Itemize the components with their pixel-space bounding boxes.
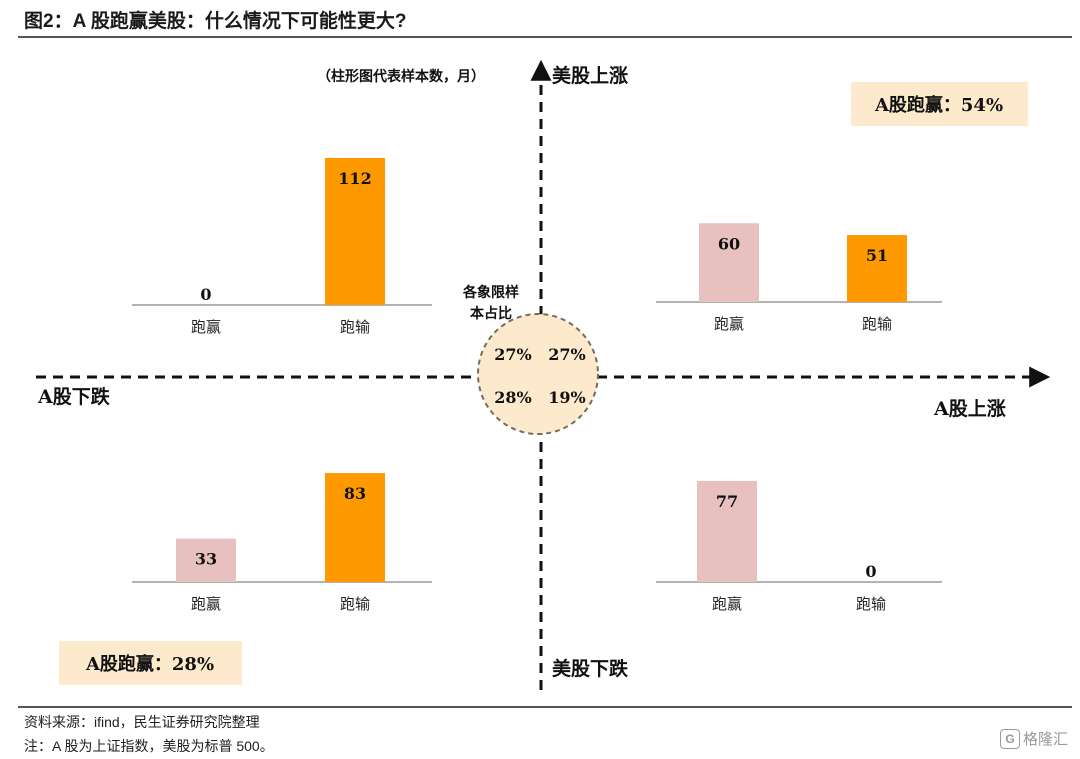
category-label-bottom_left-1: 跑输 xyxy=(340,595,370,613)
bar-value-label-bottom_right-1: 0 xyxy=(865,562,876,581)
x-negative-label: A股下跌 xyxy=(37,385,111,408)
footer-rule xyxy=(18,706,1072,708)
source-note: 资料来源：ifind，民生证券研究院整理 xyxy=(24,714,260,730)
title-rule xyxy=(18,36,1072,38)
bar-value-label-top_right-1: 51 xyxy=(866,246,888,265)
bar-value-label-top_left-0: 0 xyxy=(200,285,211,304)
bar-top_right-lose xyxy=(847,235,907,302)
center-top-right-pct: 27% xyxy=(548,345,585,364)
bar-value-label-bottom_right-0: 77 xyxy=(716,492,738,511)
bar-bottom_left-win xyxy=(176,538,236,582)
category-label-top_left-0: 跑赢 xyxy=(191,318,221,336)
bar-top_left-lose xyxy=(325,158,385,305)
bar-value-label-bottom_left-1: 83 xyxy=(344,484,366,503)
summary-box-top-right xyxy=(851,82,1028,126)
bar-value-label-bottom_left-0: 33 xyxy=(195,550,217,569)
x-positive-label: A股上涨 xyxy=(933,398,1006,420)
center-circle xyxy=(477,313,599,435)
category-label-bottom_left-0: 跑赢 xyxy=(191,595,221,613)
summary-box-bottom-left xyxy=(59,641,242,685)
center-label-line2: 本占比 xyxy=(470,305,512,322)
category-label-top_left-1: 跑输 xyxy=(340,318,370,336)
center-bottom-left-pct: 28% xyxy=(494,388,531,407)
y-negative-label: 美股下跌 xyxy=(552,657,629,680)
figure-title: 图2：A 股跑赢美股：什么情况下可能性更大? xyxy=(24,11,407,32)
quadrant-chart: 美股上涨 美股下跌 A股下跌 A股上涨 （柱形图代表样本数，月） 各象限样 本占… xyxy=(36,59,1051,690)
bar-value-label-top_right-0: 60 xyxy=(718,234,740,253)
center-top-left-pct: 27% xyxy=(494,345,531,364)
category-label-top_right-0: 跑赢 xyxy=(714,315,744,333)
center-label-line1: 各象限样 xyxy=(462,284,519,301)
watermark-text: 格隆汇 xyxy=(1022,731,1068,748)
y-positive-label: 美股上涨 xyxy=(552,64,628,87)
watermark: G 格隆汇 xyxy=(999,728,1068,749)
watermark-logo-icon: G xyxy=(999,728,1020,749)
unit-note: （柱形图代表样本数，月） xyxy=(317,68,485,85)
bar-panels: 0 跑赢 112 跑输 60 跑赢 51 跑输 33 跑赢 83 跑输 77 跑赢 0 跑输 xyxy=(132,158,942,613)
bar-bottom_right-win xyxy=(697,480,757,582)
center-bottom-right-pct: 19% xyxy=(548,388,585,407)
category-label-bottom_right-1: 跑输 xyxy=(856,595,886,613)
summary-top-right: A股跑赢：54% xyxy=(874,94,1003,116)
bar-value-label-top_left-1: 112 xyxy=(338,169,371,188)
category-label-top_right-1: 跑输 xyxy=(862,315,892,333)
category-label-bottom_right-0: 跑赢 xyxy=(712,595,742,613)
bar-bottom_left-lose xyxy=(325,473,385,582)
bar-top_right-win xyxy=(699,223,759,302)
summary-bottom-left: A股跑赢：28% xyxy=(85,653,214,675)
footnote: 注：A 股为上证指数，美股为标普 500。 xyxy=(24,738,274,754)
